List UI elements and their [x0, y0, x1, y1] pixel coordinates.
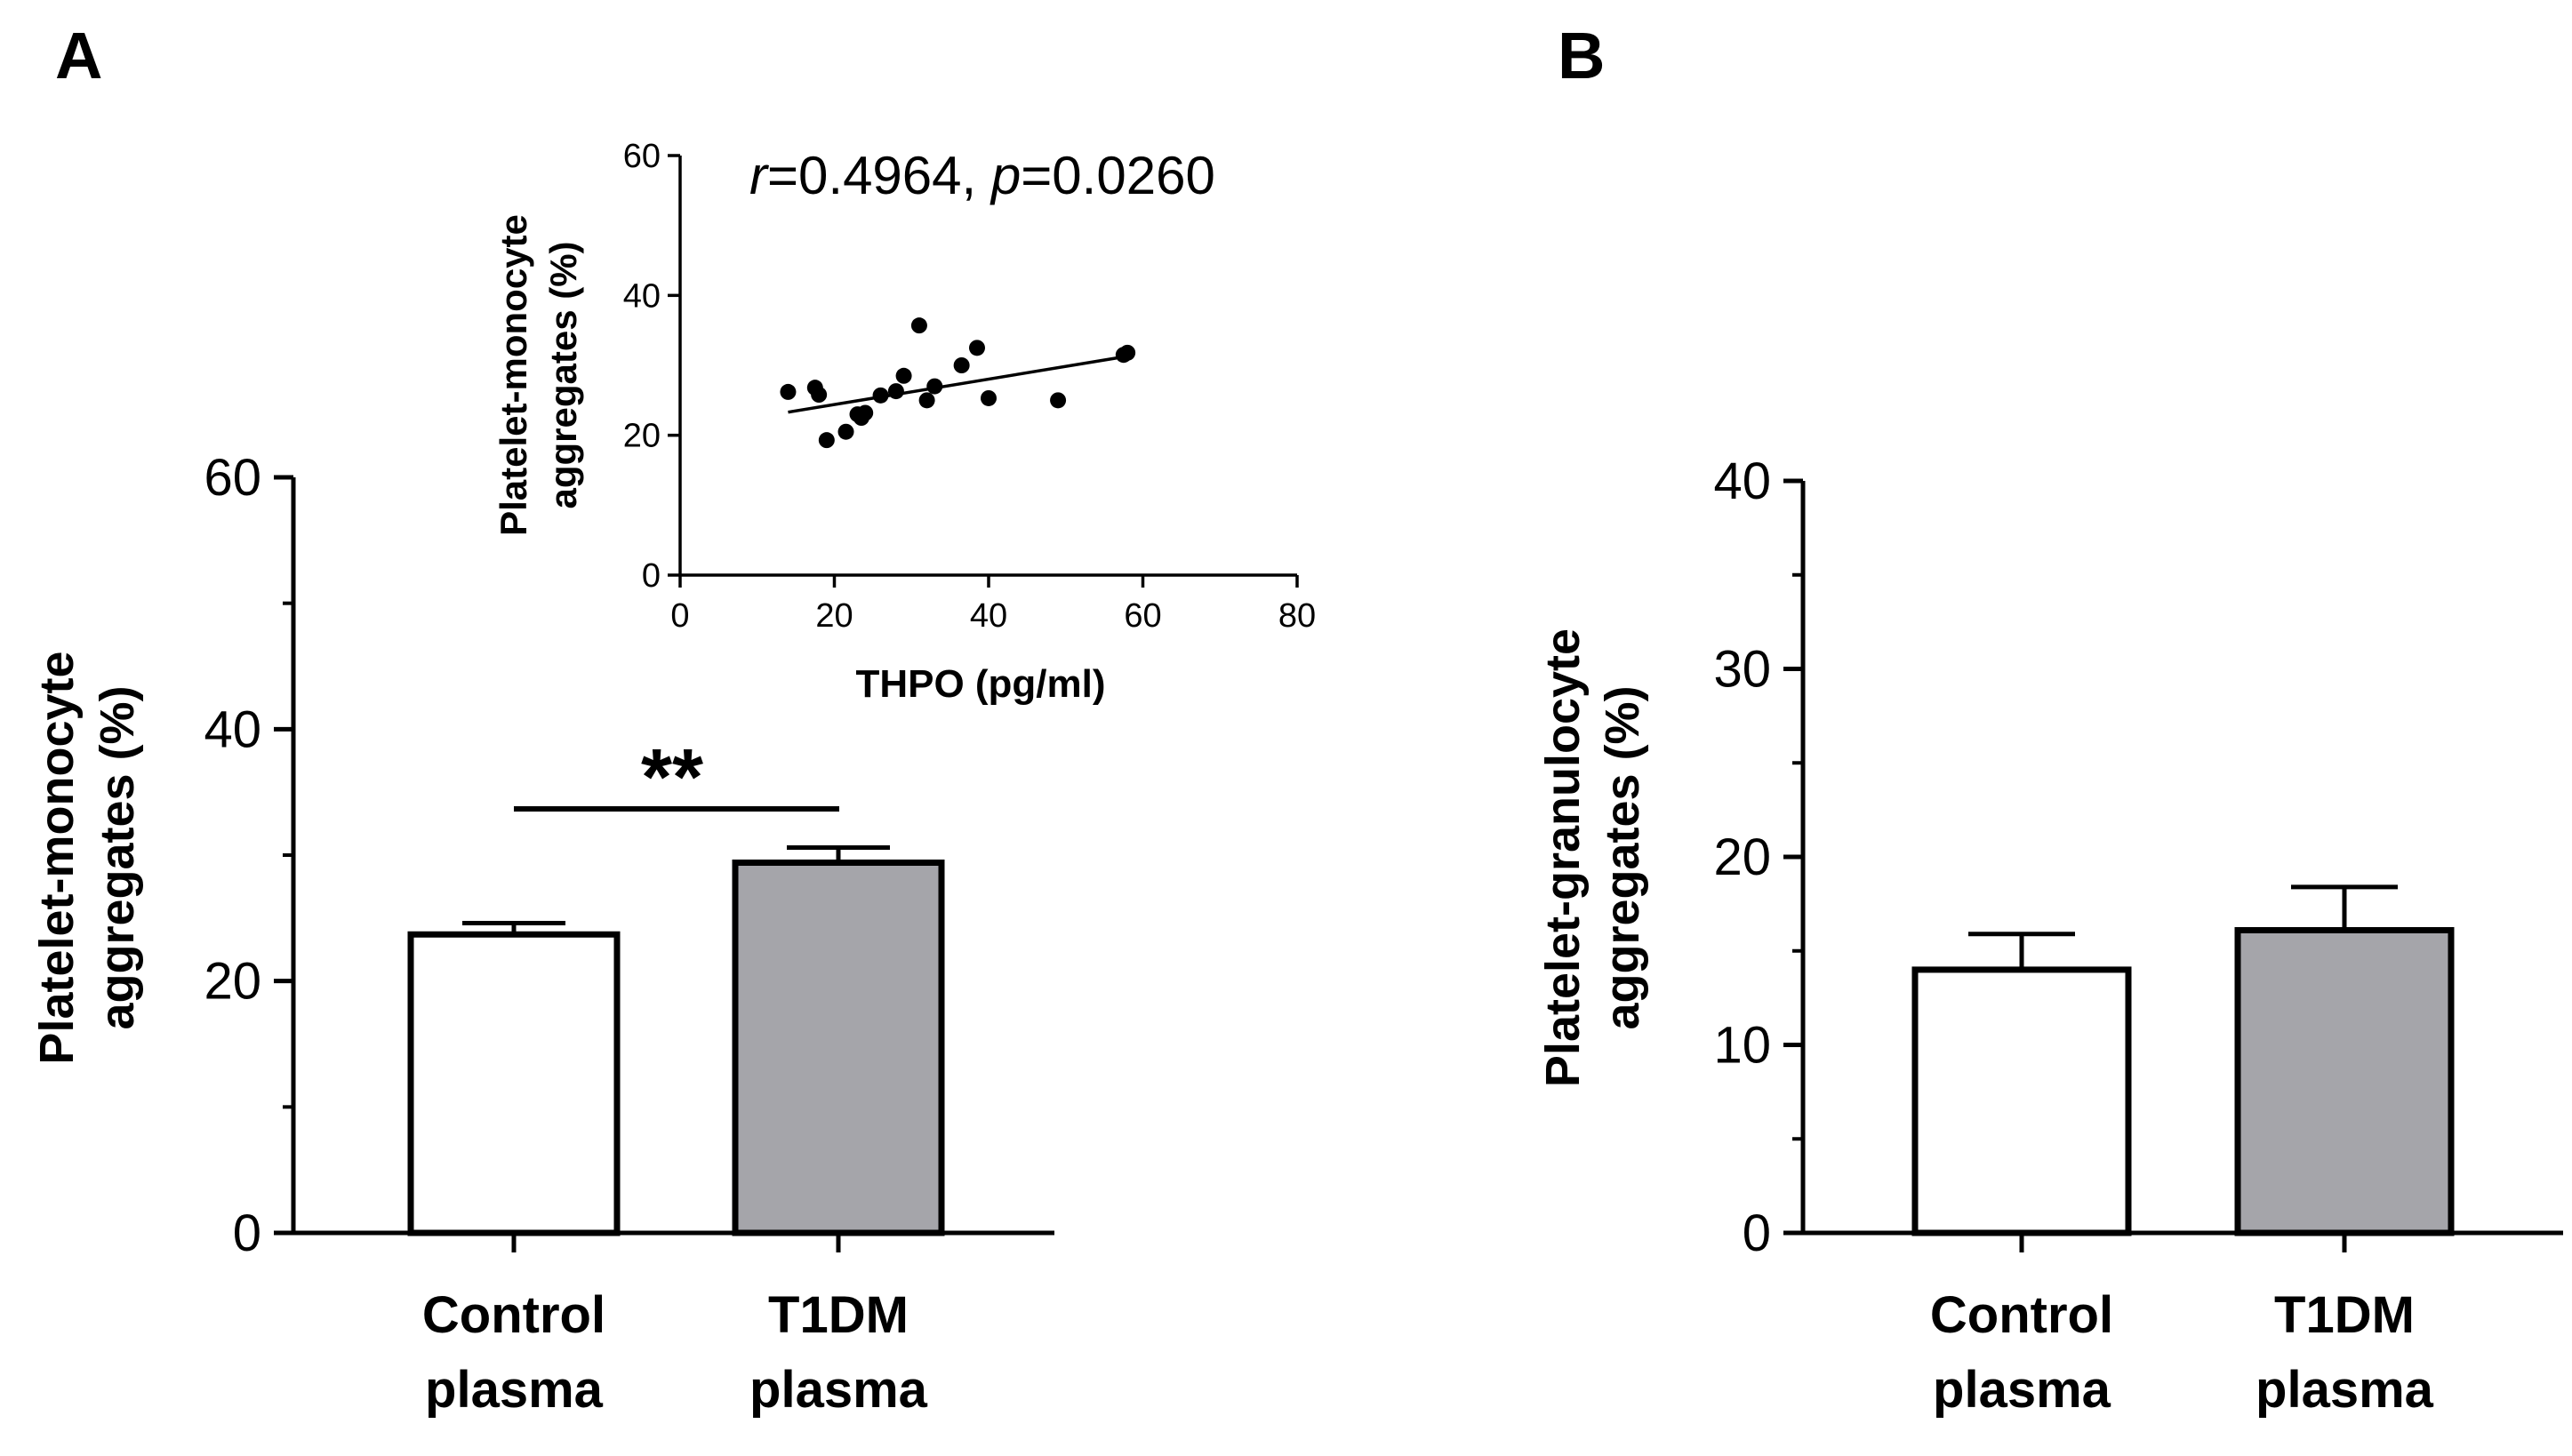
inset-data-point	[857, 404, 874, 421]
inset-p-symbol: p	[990, 146, 1021, 205]
inset-p-value: =0.0260	[1021, 146, 1215, 205]
inset-data-point	[895, 367, 912, 384]
panel-b-x-label-line1: T1DM	[2274, 1286, 2415, 1344]
inset-data-point	[811, 387, 828, 404]
inset-stats-text: r=0.4964, p=0.0260	[749, 146, 1215, 205]
panel-a-bar	[732, 860, 945, 1236]
inset-y-tick-label: 60	[623, 138, 661, 175]
panel-b-ylabel-line2: aggregates (%)	[1596, 685, 1649, 1029]
inset-y-tick-label: 40	[623, 277, 661, 315]
panel-b-y-tick-label: 10	[1713, 1017, 1771, 1075]
inset-regression-line	[788, 355, 1128, 414]
panel-b-y-tick-label: 30	[1713, 641, 1771, 699]
panel-b-x-label-line1: Control	[1930, 1286, 2113, 1344]
panel-b-x-label-line2: plasma	[1933, 1361, 2111, 1419]
inset-data-point	[1119, 344, 1136, 361]
panel-a-x-label-line1: T1DM	[768, 1286, 909, 1344]
panel-a-ylabel-line1: Platelet-monocyte	[30, 651, 84, 1064]
inset-x-tick-label: 40	[970, 597, 1007, 635]
panel-a-ylabel-line2: aggregates (%)	[91, 685, 144, 1029]
inset-data-point	[953, 357, 970, 373]
panel-a-y-tick-label: 60	[204, 449, 261, 507]
inset-data-point	[818, 432, 835, 449]
panel-b-y-tick-label: 40	[1713, 452, 1771, 510]
inset-data-point	[887, 383, 904, 400]
panel-a-y-tick-label: 40	[204, 700, 261, 758]
inset-r-symbol: r	[749, 146, 769, 205]
panel-a-inset-scatter: r=0.4964, p=0.0260 Platelet-monocyte agg…	[493, 138, 1316, 706]
inset-data-point	[780, 383, 797, 400]
panel-b-x-label-line2: plasma	[2256, 1361, 2434, 1419]
inset-r-value: =0.4964,	[767, 146, 991, 205]
inset-data-point	[910, 317, 927, 334]
panel-b-ylabel-line1: Platelet-granulocyte	[1536, 628, 1590, 1087]
panel-b-y-tick-label: 20	[1713, 828, 1771, 886]
inset-data-point	[837, 423, 854, 440]
inset-data-point	[872, 387, 889, 404]
inset-ylabel-line1: Platelet-monocyte	[493, 214, 534, 536]
inset-x-tick-label: 80	[1278, 597, 1316, 635]
inset-xlabel: THPO (pg/ml)	[855, 662, 1105, 706]
panel-a-x-label-line2: plasma	[749, 1361, 928, 1419]
inset-x-tick-label: 20	[815, 597, 853, 635]
panel-a-y-tick-label: 20	[204, 953, 261, 1011]
panel-letter-b: B	[1558, 19, 1605, 92]
panel-b-y-tick-label: 0	[1743, 1204, 1771, 1262]
inset-data-point	[918, 392, 935, 409]
inset-data-point	[1050, 392, 1067, 409]
panel-a-x-label-line1: Control	[422, 1286, 605, 1344]
inset-data-point	[981, 389, 997, 406]
inset-data-point	[968, 340, 985, 356]
inset-y-tick-label: 20	[623, 418, 661, 455]
inset-x-tick-label: 0	[670, 597, 689, 635]
panel-b-bar	[2234, 926, 2455, 1236]
panel-a-bar-chart: Platelet-monocyte aggregates (%) ** 0204…	[30, 449, 1054, 1419]
panel-a-y-tick-label: 0	[233, 1204, 261, 1262]
panel-a-bar	[407, 931, 621, 1236]
panel-b-bar	[1911, 966, 2132, 1236]
inset-ylabel-line2: aggregates (%)	[542, 241, 584, 508]
panel-b-bar-chart: Platelet-granulocyte aggregates (%) 0 10 2…	[1536, 452, 2563, 1419]
inset-y-tick-label: 0	[642, 557, 661, 595]
inset-data-point	[926, 378, 943, 395]
inset-x-tick-label: 60	[1124, 597, 1161, 635]
panel-a-x-label-line2: plasma	[425, 1361, 604, 1419]
panel-letter-a: A	[55, 19, 102, 92]
